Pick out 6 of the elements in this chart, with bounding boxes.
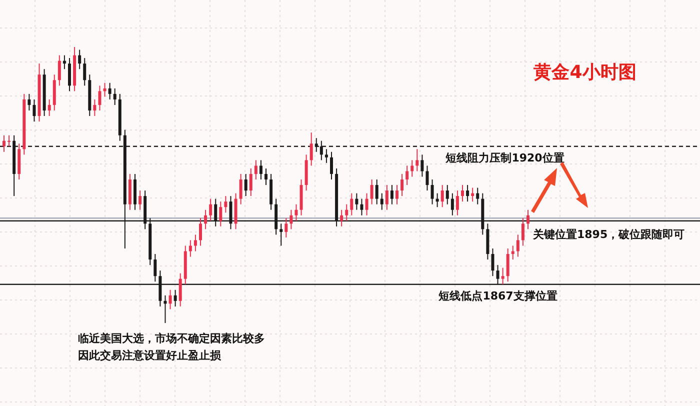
ref-label: 短线低点1867支撑位置 <box>438 289 558 302</box>
ref-label: 关键位置1895，破位跟随即可 <box>533 228 685 241</box>
annotation: 因此交易注意设置好止盈止损 <box>78 349 221 362</box>
annotation: 临近美国大选，市场不确定因素比较多 <box>78 332 265 345</box>
ref-label: 短线阻力压制1920位置 <box>446 151 564 164</box>
title: 黄金4小时图 <box>534 62 636 83</box>
